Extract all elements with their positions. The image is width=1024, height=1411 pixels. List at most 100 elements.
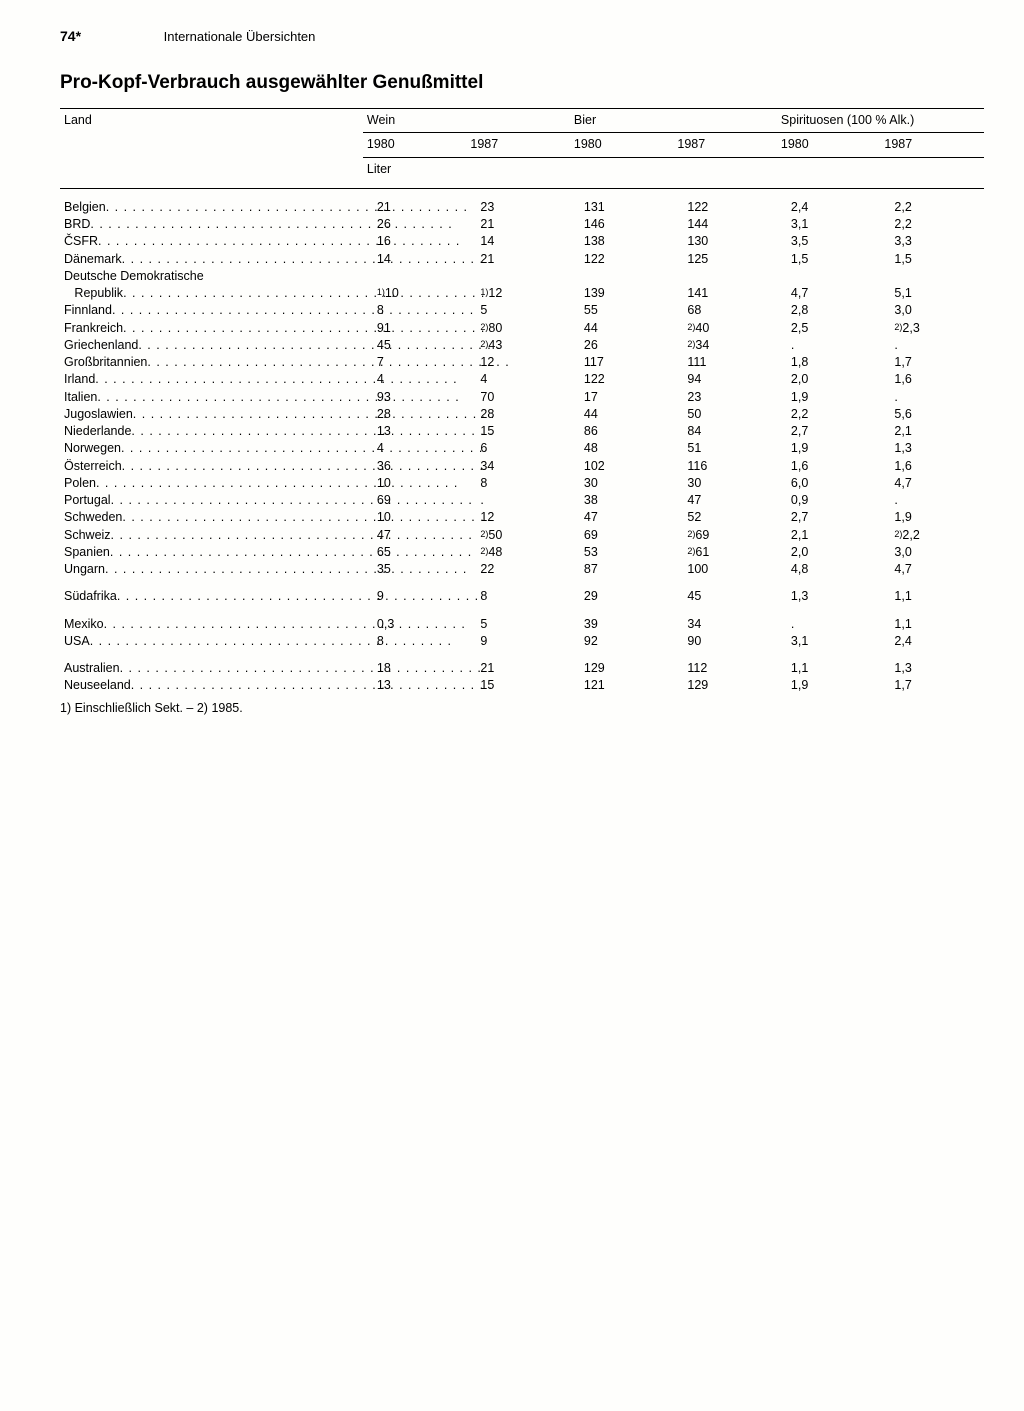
- value-cell: 52: [673, 509, 777, 526]
- value-cell: 2)69: [673, 527, 777, 544]
- value-cell: 26: [570, 337, 674, 354]
- value-cell: 4,7: [880, 561, 984, 578]
- value-cell: 117: [570, 354, 674, 371]
- value-cell: 23: [673, 389, 777, 406]
- value-cell: 130: [673, 233, 777, 250]
- value-cell: 4: [466, 371, 570, 388]
- country-cell: Irland: [60, 371, 363, 388]
- table-row: Frankreich912)80442)402,52)2,3: [60, 320, 984, 337]
- value-cell: 2,1: [880, 423, 984, 440]
- value-cell: 2,8: [777, 302, 881, 319]
- page-title: Pro-Kopf-Verbrauch ausgewählter Genußmit…: [60, 72, 984, 94]
- value-cell: 111: [673, 354, 777, 371]
- country-cell: Großbritannien: [60, 354, 363, 371]
- value-cell: [570, 268, 674, 285]
- footnote: 1) Einschließlich Sekt. – 2) 1985.: [60, 701, 984, 715]
- value-cell: 2,5: [777, 320, 881, 337]
- value-cell: 21: [466, 216, 570, 233]
- table-head: Land Wein Bier Spirituosen (100 % Alk.) …: [60, 109, 984, 189]
- value-cell: 4,7: [777, 285, 881, 302]
- col-year: 1987: [880, 133, 984, 157]
- value-cell: 4,8: [777, 561, 881, 578]
- value-cell: 2)2,3: [880, 320, 984, 337]
- value-cell: 8: [466, 475, 570, 492]
- table-row: Irland44122942,01,6: [60, 371, 984, 388]
- value-cell: 84: [673, 423, 777, 440]
- country-cell: Spanien: [60, 544, 363, 561]
- country-cell: Frankreich: [60, 320, 363, 337]
- col-year: 1987: [466, 133, 570, 157]
- value-cell: 86: [570, 423, 674, 440]
- value-cell: 2,4: [777, 188, 881, 216]
- value-cell: 22: [466, 561, 570, 578]
- value-cell: 1,5: [880, 251, 984, 268]
- country-cell: Deutsche Demokratische: [60, 268, 363, 285]
- value-cell: 129: [570, 660, 674, 677]
- value-cell: 144: [673, 216, 777, 233]
- col-year: 1980: [570, 133, 674, 157]
- data-table: Land Wein Bier Spirituosen (100 % Alk.) …: [60, 108, 984, 695]
- table-row: Deutsche Demokratische: [60, 268, 984, 285]
- country-cell: Niederlande: [60, 423, 363, 440]
- value-cell: 2)2,2: [880, 527, 984, 544]
- country-cell: BRD: [60, 216, 363, 233]
- value-cell: 1,6: [880, 371, 984, 388]
- table-row: Großbritannien7121171111,81,7: [60, 354, 984, 371]
- value-cell: 122: [570, 251, 674, 268]
- table-row: Schweiz472)50692)692,12)2,2: [60, 527, 984, 544]
- table-row: BRD26211461443,12,2: [60, 216, 984, 233]
- col-country: Land: [60, 109, 363, 189]
- col-year: 1980: [777, 133, 881, 157]
- value-cell: 1,1: [777, 660, 881, 677]
- table-row: Griechenland452)43262)34..: [60, 337, 984, 354]
- table-row: [60, 578, 984, 588]
- page: { "header":{"page_number":"74*","section…: [0, 0, 1024, 1411]
- value-cell: 2,2: [777, 406, 881, 423]
- running-head: 74* Internationale Übersichten: [60, 28, 984, 44]
- value-cell: 50: [673, 406, 777, 423]
- table-row: Dänemark14211221251,51,5: [60, 251, 984, 268]
- country-cell: Italien: [60, 389, 363, 406]
- value-cell: 29: [570, 588, 674, 605]
- col-group-bier: Bier: [570, 109, 777, 133]
- country-cell: Mexiko: [60, 616, 363, 633]
- table-row: Polen10830306,04,7: [60, 475, 984, 492]
- value-cell: 1,9: [777, 440, 881, 457]
- value-cell: 1,9: [880, 509, 984, 526]
- value-cell: 69: [570, 527, 674, 544]
- value-cell: 5,1: [880, 285, 984, 302]
- value-cell: .: [880, 492, 984, 509]
- value-cell: 5,6: [880, 406, 984, 423]
- value-cell: 14: [466, 233, 570, 250]
- value-cell: 131: [570, 188, 674, 216]
- value-cell: 3,1: [777, 216, 881, 233]
- table-row: Spanien652)48532)612,03,0: [60, 544, 984, 561]
- value-cell: .: [777, 337, 881, 354]
- col-group-spirit: Spirituosen (100 % Alk.): [777, 109, 984, 133]
- country-cell: Dänemark: [60, 251, 363, 268]
- value-cell: 1,5: [777, 251, 881, 268]
- value-cell: 47: [673, 492, 777, 509]
- value-cell: 6,0: [777, 475, 881, 492]
- value-cell: 3,0: [880, 302, 984, 319]
- value-cell: .: [777, 616, 881, 633]
- value-cell: 68: [673, 302, 777, 319]
- country-cell: Ungarn: [60, 561, 363, 578]
- value-cell: 3,5: [777, 233, 881, 250]
- value-cell: 1,6: [880, 458, 984, 475]
- value-cell: 1,6: [777, 458, 881, 475]
- value-cell: 102: [570, 458, 674, 475]
- col-year: 1987: [673, 133, 777, 157]
- value-cell: 48: [570, 440, 674, 457]
- value-cell: 2,1: [777, 527, 881, 544]
- table-row: Schweden101247522,71,9: [60, 509, 984, 526]
- value-cell: 44: [570, 406, 674, 423]
- value-cell: 2,2: [880, 216, 984, 233]
- value-cell: 2,7: [777, 509, 881, 526]
- country-cell: ČSFR: [60, 233, 363, 250]
- value-cell: 34: [673, 616, 777, 633]
- table-row: Australien18211291121,11,3: [60, 660, 984, 677]
- value-cell: 2,0: [777, 371, 881, 388]
- value-cell: 70: [466, 389, 570, 406]
- value-cell: 1,3: [777, 588, 881, 605]
